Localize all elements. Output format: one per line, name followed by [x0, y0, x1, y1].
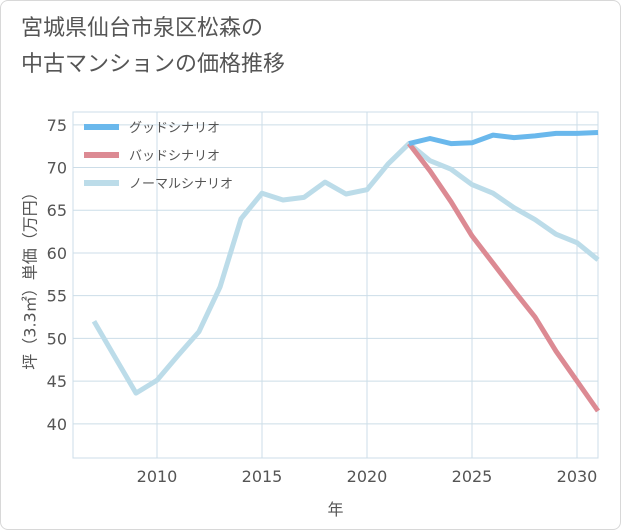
series-line-good	[408, 130, 599, 147]
axes: 年 坪（3.3㎡）単価（万円） 40 45 50 55 60 65 70 75 2010 2015…	[21, 116, 598, 519]
y-tick-label: 55	[47, 287, 67, 306]
y-tick-label: 45	[47, 372, 67, 391]
x-tick-label: 2015	[242, 467, 283, 486]
legend-label-good: グッドシナリオ	[129, 121, 220, 136]
legend-label-normal: ノーマルシナリオ	[129, 177, 233, 192]
y-tick-label: 50	[47, 329, 67, 348]
y-tick-label: 75	[47, 116, 67, 135]
x-tick-label: 2030	[557, 467, 598, 486]
legend-label-bad: バッドシナリオ	[129, 149, 220, 164]
y-axis-title: 坪（3.3㎡）単価（万円）	[21, 184, 40, 369]
x-tick-label: 2025	[452, 467, 493, 486]
chart-title-line-1: 宮城県仙台市泉区松森の	[21, 16, 264, 41]
y-tick-label: 70	[47, 159, 67, 178]
x-tick-label: 2010	[137, 467, 178, 486]
plot-area	[72, 111, 599, 459]
chart-title: 宮城県仙台市泉区松森の 中古マンションの価格推移	[21, 11, 581, 83]
y-tick-label: 40	[47, 415, 67, 434]
series-line-bad	[407, 142, 601, 413]
grid	[72, 111, 599, 459]
series	[91, 130, 601, 413]
y-tick-label: 60	[47, 244, 67, 263]
series-line-normal	[91, 141, 600, 396]
y-tick-label: 65	[47, 201, 67, 220]
x-tick-label: 2020	[347, 467, 388, 486]
x-axis-title: 年	[327, 500, 343, 519]
chart-title-line-2: 中古マンションの価格推移	[21, 52, 286, 77]
